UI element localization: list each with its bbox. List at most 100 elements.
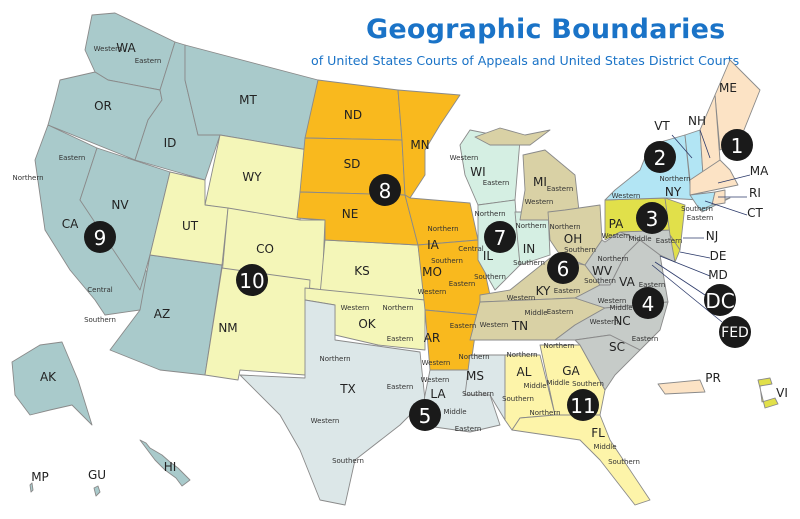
state-sc [574, 334, 641, 391]
district-label: Southern [608, 458, 640, 466]
circuit-circle [84, 221, 116, 253]
leader-line [704, 200, 748, 216]
state-label-ny: NY [665, 185, 682, 199]
circuit-circle [704, 284, 736, 316]
state-label-ia: IA [427, 238, 440, 252]
state-label-nh: NH [688, 114, 706, 128]
state-label-md: MD [708, 268, 728, 282]
circuit-marker-7: 7 [484, 221, 516, 253]
district-label: Southern [502, 395, 534, 403]
state-label-oh: OH [564, 232, 582, 246]
district-label: Eastern [687, 214, 714, 222]
state-label-or: OR [94, 99, 112, 113]
district-label: Western [598, 297, 627, 305]
circuit-circle [369, 174, 401, 206]
state-de [669, 234, 681, 263]
state-label-me: ME [719, 81, 737, 95]
district-label: Northern [529, 409, 560, 417]
state-label-in: IN [523, 242, 536, 256]
state-label-tx: TX [339, 382, 356, 396]
district-label: Northern [515, 222, 546, 230]
map-title: Geographic Boundaries [366, 14, 726, 45]
state-label-ok: OK [358, 317, 376, 331]
state-hi [139, 439, 191, 487]
district-label: Central [87, 286, 113, 294]
district-label: Western [602, 232, 631, 240]
circuit-marker-11: 11 [567, 389, 599, 421]
state-label-nv: NV [111, 198, 129, 212]
district-label: Middle [443, 408, 466, 416]
circuit-marker-10: 10 [236, 264, 268, 296]
district-label: Eastern [455, 425, 482, 433]
leader-line [654, 261, 706, 296]
district-label: Eastern [59, 154, 86, 162]
circuit-number: 4 [642, 292, 655, 316]
district-label: Eastern [632, 335, 659, 343]
state-label-nm: NM [218, 321, 237, 335]
state-label-wv: WV [592, 264, 613, 278]
leader-line [717, 174, 751, 184]
state-label-tn: TN [511, 319, 528, 333]
district-label: Eastern [547, 185, 574, 193]
circuit-circle [567, 389, 599, 421]
circuit-marker-6: 6 [547, 252, 579, 284]
district-label: Southern [572, 380, 604, 388]
state-me [714, 59, 761, 151]
district-label: Northern [319, 355, 350, 363]
district-label: Southern [84, 316, 116, 324]
state-ak [11, 341, 93, 426]
state-label-sc: SC [609, 340, 625, 354]
state-label-hi: HI [164, 460, 177, 474]
state-label-nj: NJ [706, 229, 719, 243]
circuit-number: 3 [646, 207, 659, 231]
district-label: Middle [593, 443, 616, 451]
district-label: Northern [543, 342, 574, 350]
district-label: Western [94, 45, 123, 53]
map-subtitle: of United States Courts of Appeals and U… [311, 53, 740, 68]
circuit-circle [636, 202, 668, 234]
district-label: Western [422, 359, 451, 367]
state-label-wa: WA [116, 41, 136, 55]
state-gu [93, 485, 101, 497]
state-nv [79, 147, 171, 291]
state-label-fl: FL [591, 426, 605, 440]
district-label: Western [421, 376, 450, 384]
circuit-marker-1: 1 [721, 129, 753, 161]
circuit-number: 5 [419, 404, 432, 428]
state-label-wi: WI [470, 165, 485, 179]
state-label-ri: RI [749, 186, 761, 200]
state-label-ky: KY [536, 284, 551, 298]
district-label: Western [480, 321, 509, 329]
district-label: Southern [681, 205, 713, 213]
circuit-number: 7 [494, 226, 507, 250]
district-label: Southern [513, 259, 545, 267]
circuit-marker-3: 3 [636, 202, 668, 234]
district-label: Western [525, 198, 554, 206]
state-label-pr: PR [705, 371, 721, 385]
district-label: Middle [523, 382, 546, 390]
leader-line [699, 129, 711, 159]
district-label: Western [311, 417, 340, 425]
circuit-marker-9: 9 [84, 221, 116, 253]
district-label: Northern [382, 304, 413, 312]
district-label: Eastern [656, 237, 683, 245]
circuit-circle [721, 129, 753, 161]
state-ri [711, 189, 726, 206]
state-ia [404, 194, 479, 246]
state-label-ga: GA [562, 364, 580, 378]
state-ma [689, 159, 739, 196]
state-label-ne: NE [342, 207, 359, 221]
state-label-gu: GU [88, 468, 106, 482]
circuit-number: 6 [557, 257, 570, 281]
state-ms [464, 354, 506, 421]
state-label-co: CO [256, 242, 274, 256]
district-label: Eastern [547, 308, 574, 316]
state-label-ct: CT [747, 206, 763, 220]
state-label-mp: MP [31, 470, 49, 484]
circuit-number: 10 [239, 269, 264, 293]
state-label-vi: VI [776, 386, 788, 400]
district-label: Western [418, 288, 447, 296]
district-label: Southern [474, 273, 506, 281]
district-label: Western [507, 294, 536, 302]
